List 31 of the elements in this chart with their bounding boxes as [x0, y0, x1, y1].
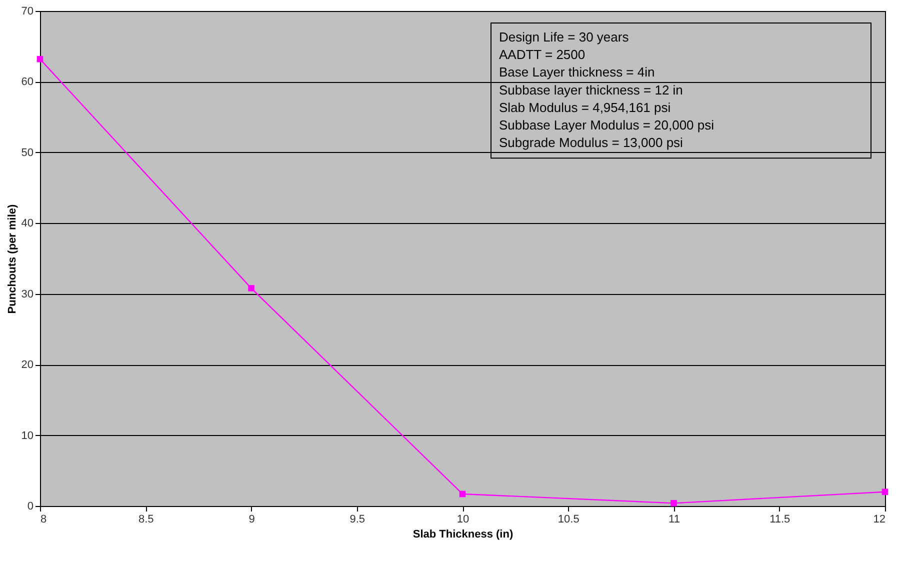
y-tick-label: 70 — [21, 6, 34, 18]
y-tick-label: 20 — [21, 359, 34, 372]
annotation: Design Life = 30 years — [499, 30, 630, 44]
x-axis-title: Slab Thickness (in) — [412, 528, 514, 540]
y-tick-label: 30 — [21, 288, 34, 300]
y-tick-label: 40 — [21, 218, 34, 230]
point — [670, 500, 677, 506]
point — [882, 488, 888, 496]
annotation: Subbase layer thickness = 12 in — [499, 82, 683, 98]
y-tick-label: 60 — [21, 76, 34, 88]
x-tick-label: 12 — [873, 514, 886, 526]
x-tick-label: 10.5 — [558, 514, 580, 526]
x-tick-label: 8 — [40, 514, 47, 526]
x-tick-label: 11.5 — [770, 514, 790, 526]
y-tick-label: 50 — [21, 146, 34, 159]
x-tick-label: 10 — [456, 514, 470, 526]
y-tick-label: 10 — [21, 430, 34, 442]
annotation: Subgrade Modulus = 13,000 psi — [499, 135, 684, 150]
annotation: AADTT = 2500 — [499, 47, 586, 62]
x-tick-label: 8.5 — [138, 514, 154, 526]
x-tick-label: 9 — [248, 514, 255, 526]
x-tick-label: 11 — [668, 514, 680, 526]
y-tick-label: 0 — [27, 500, 34, 512]
point — [459, 490, 466, 498]
annotation: Subbase Layer Modulus = 20,000 psi — [499, 118, 714, 132]
x-tick-label: 9.5 — [350, 514, 366, 526]
point — [248, 285, 254, 292]
point — [36, 56, 44, 62]
y-axis-title: Punchouts (per mile) — [6, 204, 18, 314]
annotation: Base Layer thickness = 4in — [499, 64, 655, 80]
annotation: Slab Modulus = 4,954,161 psi — [499, 100, 671, 115]
